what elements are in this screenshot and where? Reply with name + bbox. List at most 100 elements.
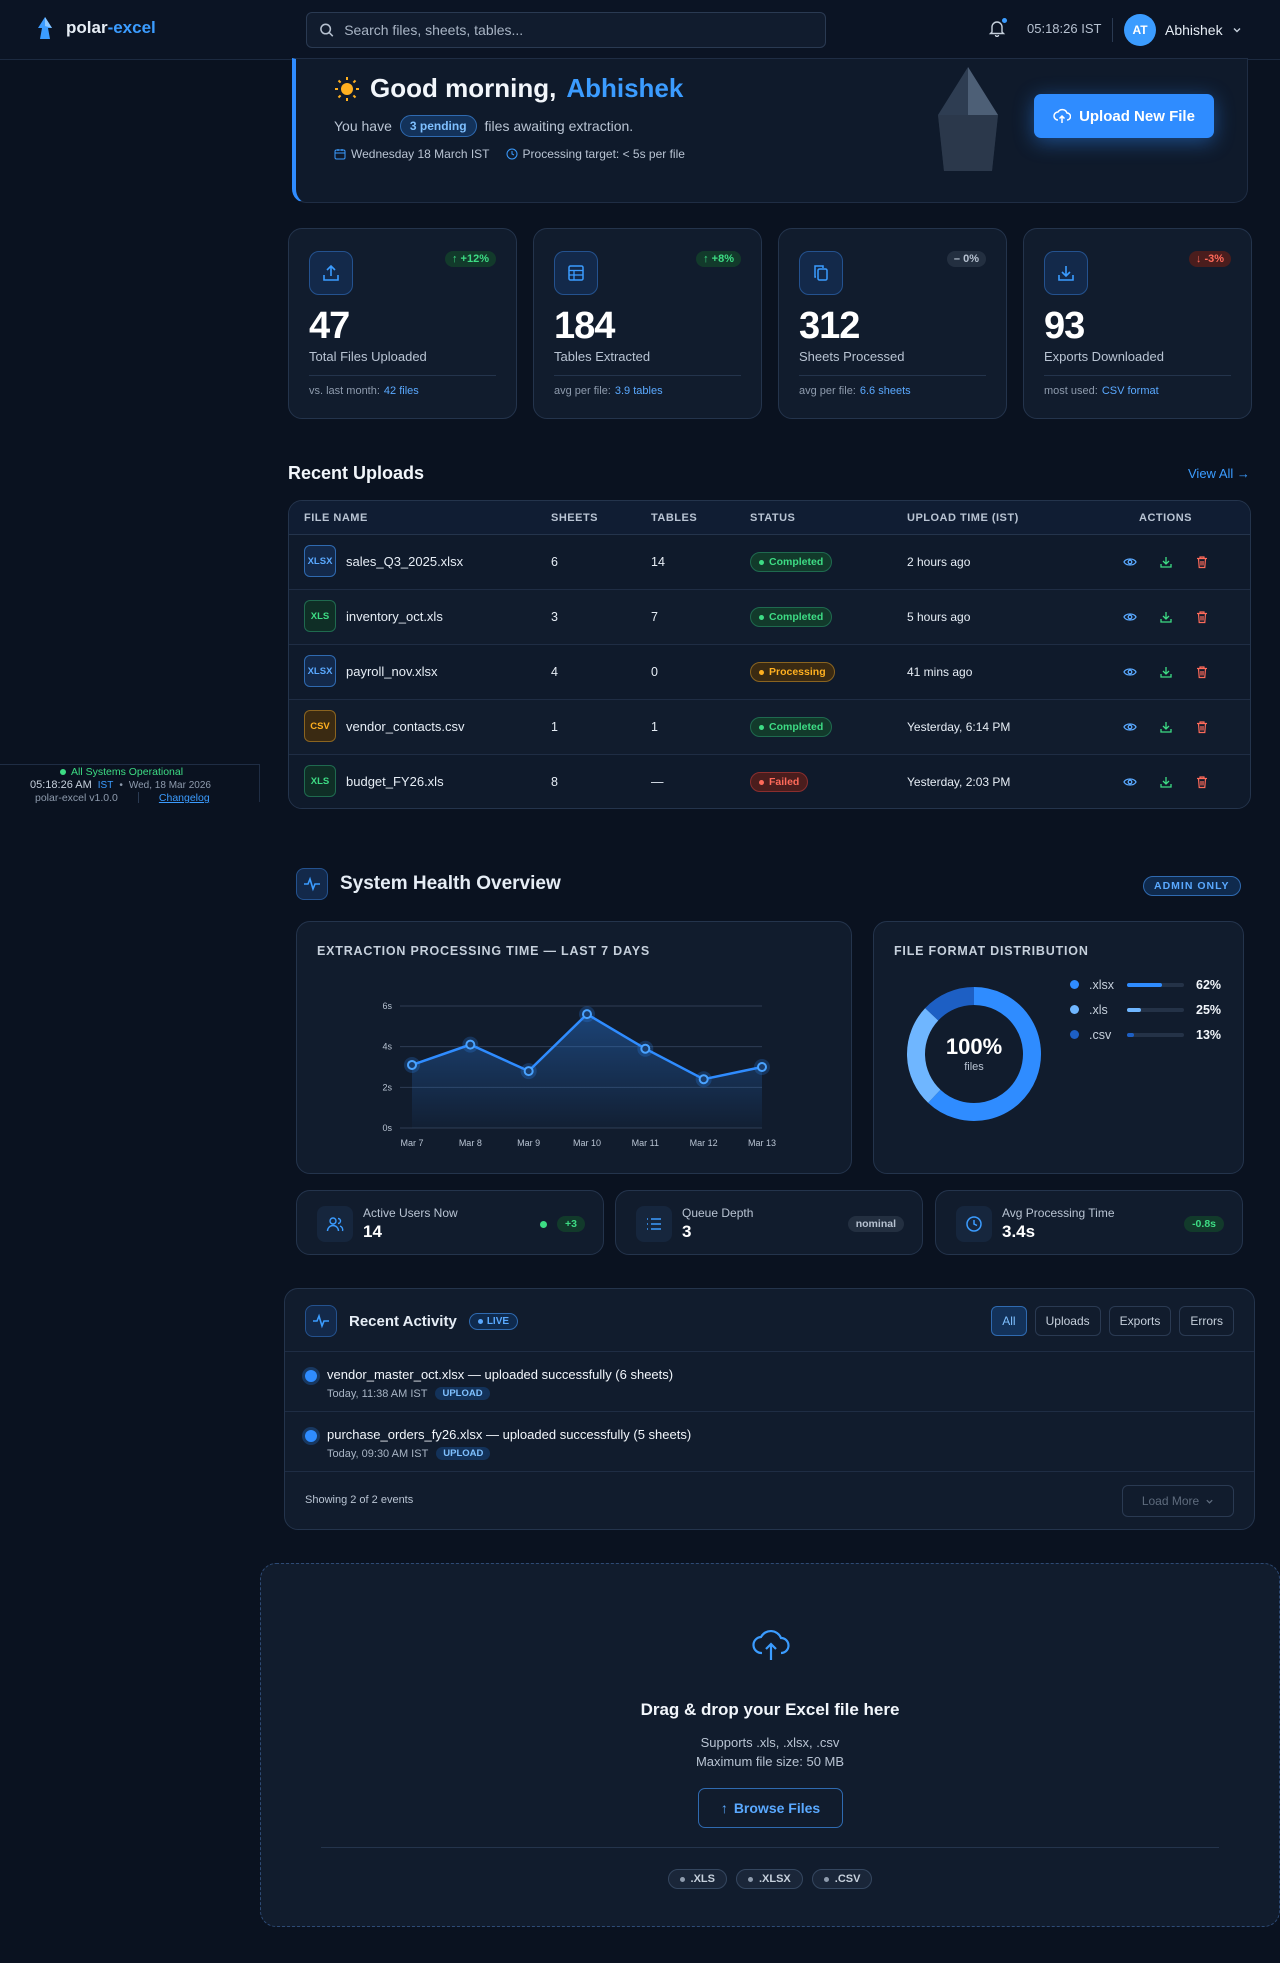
version-text: polar-excel v1.0.0 — [35, 792, 118, 803]
stat-footer-label: avg per file: — [799, 385, 856, 397]
filter-all[interactable]: All — [991, 1306, 1027, 1336]
user-name: Abhishek — [1165, 22, 1223, 38]
download-icon[interactable] — [1159, 555, 1173, 569]
mini-value: 14 — [363, 1222, 382, 1241]
legend-percent: 62% — [1196, 977, 1222, 992]
table-row[interactable]: XLSX payroll_nov.xlsx 4 0 Processing 41 mins … — [289, 645, 1250, 700]
notification-dot — [1001, 17, 1008, 24]
donut-slice — [928, 987, 1041, 1121]
table-row[interactable]: XLS budget_FY26.xls 8 — Failed Yesterday, 2:0… — [289, 755, 1250, 808]
file-cell[interactable]: XLSX payroll_nov.xlsx — [304, 655, 438, 687]
file-cell[interactable]: XLS budget_FY26.xls — [304, 765, 444, 797]
status-dot — [60, 769, 66, 775]
browse-files-button[interactable]: ↑ Browse Files — [698, 1788, 843, 1828]
upload-icon — [323, 264, 339, 281]
eye-icon[interactable] — [1123, 665, 1137, 679]
col-tables[interactable]: TABLES — [651, 512, 698, 524]
download-icon[interactable] — [1159, 665, 1173, 679]
mini-right: +3 — [540, 1216, 585, 1232]
col-status[interactable]: STATUS — [750, 512, 796, 524]
eye-icon[interactable] — [1123, 720, 1137, 734]
tables-cell: 0 — [651, 665, 658, 679]
status-cell: Failed — [750, 772, 809, 792]
file-cell[interactable]: XLS inventory_oct.xls — [304, 600, 443, 632]
notifications-button[interactable] — [988, 17, 1008, 37]
activity-title: Recent Activity — [349, 1312, 457, 1330]
file-cell[interactable]: CSV vendor_contacts.csv — [304, 710, 465, 742]
stat-card-tables[interactable]: ↑ +8% 184 Tables Extracted avg per file:… — [533, 228, 762, 419]
format-chip-csv: .CSV — [811, 1869, 873, 1889]
stat-footer: vs. last month: 42 files — [309, 385, 419, 397]
col-file-name[interactable]: FILE NAME — [304, 512, 368, 524]
trash-icon[interactable] — [1195, 720, 1209, 734]
pending-badge[interactable]: 3 pending — [399, 115, 477, 137]
stat-label: Sheets Processed — [799, 349, 905, 364]
processing-time-chart: 0s 2s 4s 6s Mar 7 Mar 8 Mar 9 Mar 10 Mar 11 Mar 1… — [382, 1001, 776, 1148]
filter-exports[interactable]: Exports — [1108, 1306, 1172, 1336]
sidebar-footer: All Systems Operational 05:18:26 AM IST … — [0, 764, 260, 803]
activity-item[interactable]: purchase_orders_fy26.xlsx — uploaded suc… — [285, 1411, 1254, 1471]
tables-cell: — — [651, 775, 664, 789]
bell-icon — [988, 21, 1006, 37]
activity-item[interactable]: vendor_master_oct.xlsx — uploaded succes… — [285, 1351, 1254, 1411]
table-row[interactable]: XLS inventory_oct.xls 3 7 Completed 5 hours a… — [289, 590, 1250, 645]
eye-icon[interactable] — [1123, 555, 1137, 569]
legend-bar-fill — [1127, 982, 1163, 987]
sidebar-clock: 05:18:26 AM IST • Wed, 18 Mar 2026 — [30, 779, 211, 791]
stat-label: Total Files Uploaded — [309, 349, 427, 364]
trash-icon[interactable] — [1195, 775, 1209, 789]
legend-percent: 25% — [1196, 1002, 1222, 1017]
header-divider — [1112, 18, 1113, 42]
col-sheets[interactable]: SHEETS — [551, 512, 599, 524]
trend-value: 0% — [963, 253, 979, 265]
view-all-link[interactable]: View All → — [1188, 466, 1250, 481]
activity-footer: Showing 2 of 2 events Load More — [285, 1471, 1254, 1531]
sheets-cell: 8 — [551, 775, 558, 789]
file-type-icon: XLSX — [304, 545, 336, 577]
search-box[interactable] — [306, 12, 826, 48]
download-icon[interactable] — [1159, 610, 1173, 624]
trash-icon[interactable] — [1195, 610, 1209, 624]
download-icon[interactable] — [1159, 775, 1173, 789]
hero-target: Processing target: < 5s per file — [506, 147, 685, 161]
hero-meta: Wednesday 18 March IST Processing target… — [334, 147, 685, 161]
load-more-button[interactable]: Load More — [1122, 1485, 1234, 1517]
mini-value: 3 — [682, 1222, 692, 1241]
stat-card-sheets[interactable]: – 0% 312 Sheets Processed avg per file: 6… — [778, 228, 1007, 419]
stat-card-files[interactable]: ↑ +12% 47 Total Files Uploaded vs. last … — [288, 228, 517, 419]
table-row[interactable]: XLSX sales_Q3_2025.xlsx 6 14 Completed 2 hour… — [289, 535, 1250, 590]
cloud-upload-icon — [752, 1629, 790, 1660]
table-row[interactable]: CSV vendor_contacts.csv 1 1 Completed Yesterd… — [289, 700, 1250, 755]
activity-header: Recent Activity LIVE — [305, 1305, 519, 1337]
changelog-link[interactable]: Changelog — [158, 792, 210, 803]
trash-icon[interactable] — [1195, 555, 1209, 569]
format-label: .XLS — [690, 1873, 715, 1885]
trash-icon[interactable] — [1195, 665, 1209, 679]
avg-processing-card: Avg Processing Time 3.4s -0.8s — [935, 1190, 1243, 1255]
eye-icon[interactable] — [1123, 610, 1137, 624]
upload-new-file-button[interactable]: Upload New File — [1034, 94, 1214, 138]
app-logo[interactable]: polar-excel — [34, 16, 156, 40]
filter-errors[interactable]: Errors — [1179, 1306, 1234, 1336]
y-tick-label: 6s — [382, 1001, 392, 1011]
download-icon[interactable] — [1159, 720, 1173, 734]
y-tick-label: 2s — [382, 1082, 392, 1092]
user-menu[interactable]: AT Abhishek — [1124, 14, 1242, 46]
search-input[interactable] — [344, 22, 813, 38]
status-dot — [759, 669, 764, 675]
online-dot — [540, 1220, 548, 1228]
file-dropzone[interactable]: Drag & drop your Excel file here Support… — [260, 1563, 1280, 1927]
data-point — [523, 1066, 534, 1077]
app-name-part1: polar — [66, 18, 108, 37]
filter-uploads[interactable]: Uploads — [1034, 1306, 1101, 1336]
file-cell[interactable]: XLSX sales_Q3_2025.xlsx — [304, 545, 463, 577]
col-upload-time[interactable]: UPLOAD TIME (IST) — [907, 512, 1019, 524]
eye-icon[interactable] — [1123, 775, 1137, 789]
health-icon-box — [296, 868, 328, 900]
stat-card-exports[interactable]: ↓ -3% 93 Exports Downloaded most used: CS… — [1023, 228, 1252, 419]
stat-value: 93 — [1044, 305, 1085, 347]
recent-uploads-title: Recent Uploads — [288, 463, 425, 483]
hero-date-text: Wednesday 18 March IST — [351, 147, 490, 161]
stat-value: 312 — [799, 305, 860, 347]
status-text: Processing — [769, 666, 826, 678]
